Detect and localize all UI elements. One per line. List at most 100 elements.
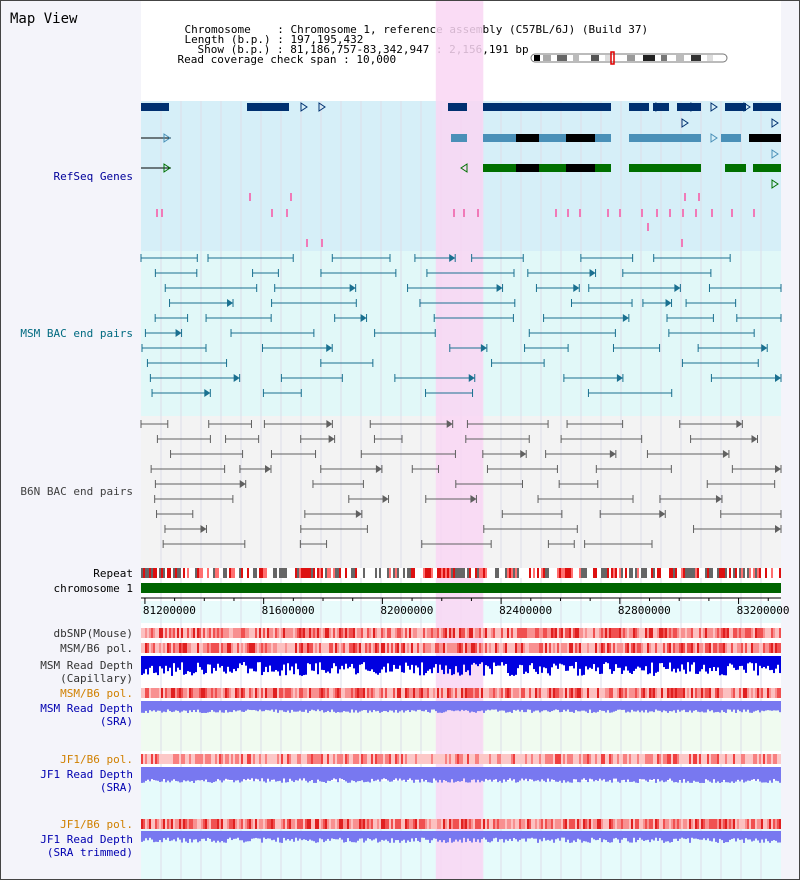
dbsnp-mark <box>669 628 671 638</box>
dbsnp-mark <box>437 628 439 638</box>
gene-arrow-icon[interactable] <box>318 102 326 112</box>
msm-depth-sra-bar <box>245 701 247 711</box>
jf1-pol-mark <box>719 754 721 764</box>
gene-block[interactable] <box>753 164 781 172</box>
msm-pol-mark <box>227 643 229 653</box>
jf1-pol-mark <box>247 754 249 764</box>
dbsnp-mark <box>445 628 447 638</box>
jf1-pol-mark <box>613 754 615 764</box>
gene-block[interactable] <box>141 103 169 111</box>
gene-block[interactable] <box>721 134 741 142</box>
track-label-msm-b6-pol-1[interactable]: MSM/B6 pol. <box>60 642 133 655</box>
msm-pol-mark-2 <box>215 688 217 698</box>
chromosome-bar[interactable] <box>141 583 781 593</box>
dbsnp-mark <box>561 628 563 638</box>
msm-depth-capillary-bar <box>603 656 605 664</box>
jf1-pol-mark-2 <box>671 819 673 829</box>
msm-pol-mark-2 <box>479 688 481 698</box>
track-label-chromosome[interactable]: chromosome 1 <box>53 582 133 595</box>
gene-block[interactable] <box>451 134 467 142</box>
track-label-jf1-b6-pol-1[interactable]: JF1/B6 pol. <box>60 753 133 766</box>
bac-arrow-icon <box>360 314 367 322</box>
gene-block[interactable] <box>516 164 539 172</box>
gene-block[interactable] <box>595 134 611 142</box>
dbsnp-mark <box>311 628 313 638</box>
gene-block[interactable] <box>595 164 611 172</box>
jf1-pol-mark-2 <box>403 819 405 829</box>
gene-block[interactable] <box>483 103 611 111</box>
msm-depth-sra-bar <box>511 701 513 713</box>
msm-depth-capillary-bar <box>187 656 189 672</box>
track-label-msm-b6-pol-2[interactable]: MSM/B6 pol. <box>60 687 133 700</box>
msm-depth-capillary-bar <box>193 656 195 674</box>
jf1-pol-mark <box>555 754 557 764</box>
gene-block[interactable] <box>725 103 746 111</box>
gene-arrow-icon[interactable] <box>681 118 689 128</box>
jf1-depth-trimmed-bar <box>461 831 463 843</box>
track-label-msm-read-depth-capillary[interactable]: MSM Read Depth <box>40 659 133 672</box>
jf1-pol-mark <box>291 754 293 764</box>
track-label-jf1-read-depth-sra-trimmed[interactable]: JF1 Read Depth <box>40 833 133 846</box>
gene-block[interactable] <box>516 134 539 142</box>
track-label-b6n-bac-end-pairs[interactable]: B6N BAC end pairs <box>20 485 133 498</box>
msm-depth-sra-bar <box>575 701 577 711</box>
gene-arrow-icon[interactable] <box>743 102 751 112</box>
gene-arrow-icon[interactable] <box>771 149 779 159</box>
gene-block[interactable] <box>677 103 701 111</box>
gene-block[interactable] <box>629 164 701 172</box>
gene-block[interactable] <box>566 164 595 172</box>
jf1-pol-mark <box>493 754 495 764</box>
gene-block[interactable] <box>483 164 516 172</box>
msm-depth-sra-bar <box>407 701 409 711</box>
track-label-jf1-read-depth-sra[interactable]: JF1 Read Depth <box>40 768 133 781</box>
jf1-pol-mark-2 <box>209 819 211 829</box>
gene-block[interactable] <box>749 134 781 142</box>
msm-pol-mark <box>603 643 605 653</box>
msm-pol-mark <box>693 643 695 653</box>
gene-block[interactable] <box>725 164 746 172</box>
track-label-jf1-b6-pol-2[interactable]: JF1/B6 pol. <box>60 818 133 831</box>
gene-arrow-icon[interactable] <box>163 133 171 143</box>
msm-depth-capillary-bar <box>279 656 281 676</box>
gene-arrow-icon[interactable] <box>771 118 779 128</box>
track-label-dbsnp[interactable]: dbSNP(Mouse) <box>53 627 133 640</box>
jf1-depth-sra-bar <box>221 767 223 783</box>
jf1-pol-mark-2 <box>183 819 185 829</box>
track-label-msm-bac-end-pairs[interactable]: MSM BAC end pairs <box>20 327 133 340</box>
gene-block[interactable] <box>653 103 669 111</box>
gene-block[interactable] <box>753 103 781 111</box>
gene-arrow-icon[interactable] <box>710 102 718 112</box>
gene-block[interactable] <box>629 103 649 111</box>
highlight-region[interactable] <box>435 1 484 880</box>
jf1-depth-trimmed-bar <box>533 831 535 839</box>
gene-arrow-icon[interactable] <box>655 102 663 112</box>
jf1-depth-sra-bar <box>597 767 599 781</box>
gene-arrow-icon[interactable] <box>710 133 718 143</box>
track-label-msm-read-depth-sra[interactable]: MSM Read Depth <box>40 702 133 715</box>
jf1-pol-mark <box>371 754 373 764</box>
gene-block[interactable] <box>483 134 516 142</box>
msm-pol-mark <box>739 643 741 653</box>
gene-arrow-icon[interactable] <box>690 102 698 112</box>
dbsnp-mark <box>295 628 297 638</box>
gene-block[interactable] <box>247 103 289 111</box>
repeat-mark <box>271 568 273 578</box>
gene-arrow-icon[interactable] <box>460 163 468 173</box>
gene-block[interactable] <box>539 164 566 172</box>
repeat-mark <box>247 568 249 578</box>
jf1-pol-mark-2 <box>307 819 309 829</box>
msm-pol-mark-2 <box>403 688 405 698</box>
msm-pol-mark <box>775 643 777 653</box>
gene-arrow-icon[interactable] <box>300 102 308 112</box>
gene-block[interactable] <box>448 103 467 111</box>
gene-block[interactable] <box>539 134 566 142</box>
gene-arrow-icon[interactable] <box>163 163 171 173</box>
gene-block[interactable] <box>629 134 701 142</box>
track-label-refseq-genes[interactable]: RefSeq Genes <box>53 170 133 183</box>
jf1-pol-mark-2 <box>487 819 489 829</box>
gene-arrow-icon[interactable] <box>771 179 779 189</box>
gene-block[interactable] <box>566 134 595 142</box>
msm-depth-capillary-bar <box>719 656 721 676</box>
track-label-repeat[interactable]: Repeat <box>93 567 133 580</box>
